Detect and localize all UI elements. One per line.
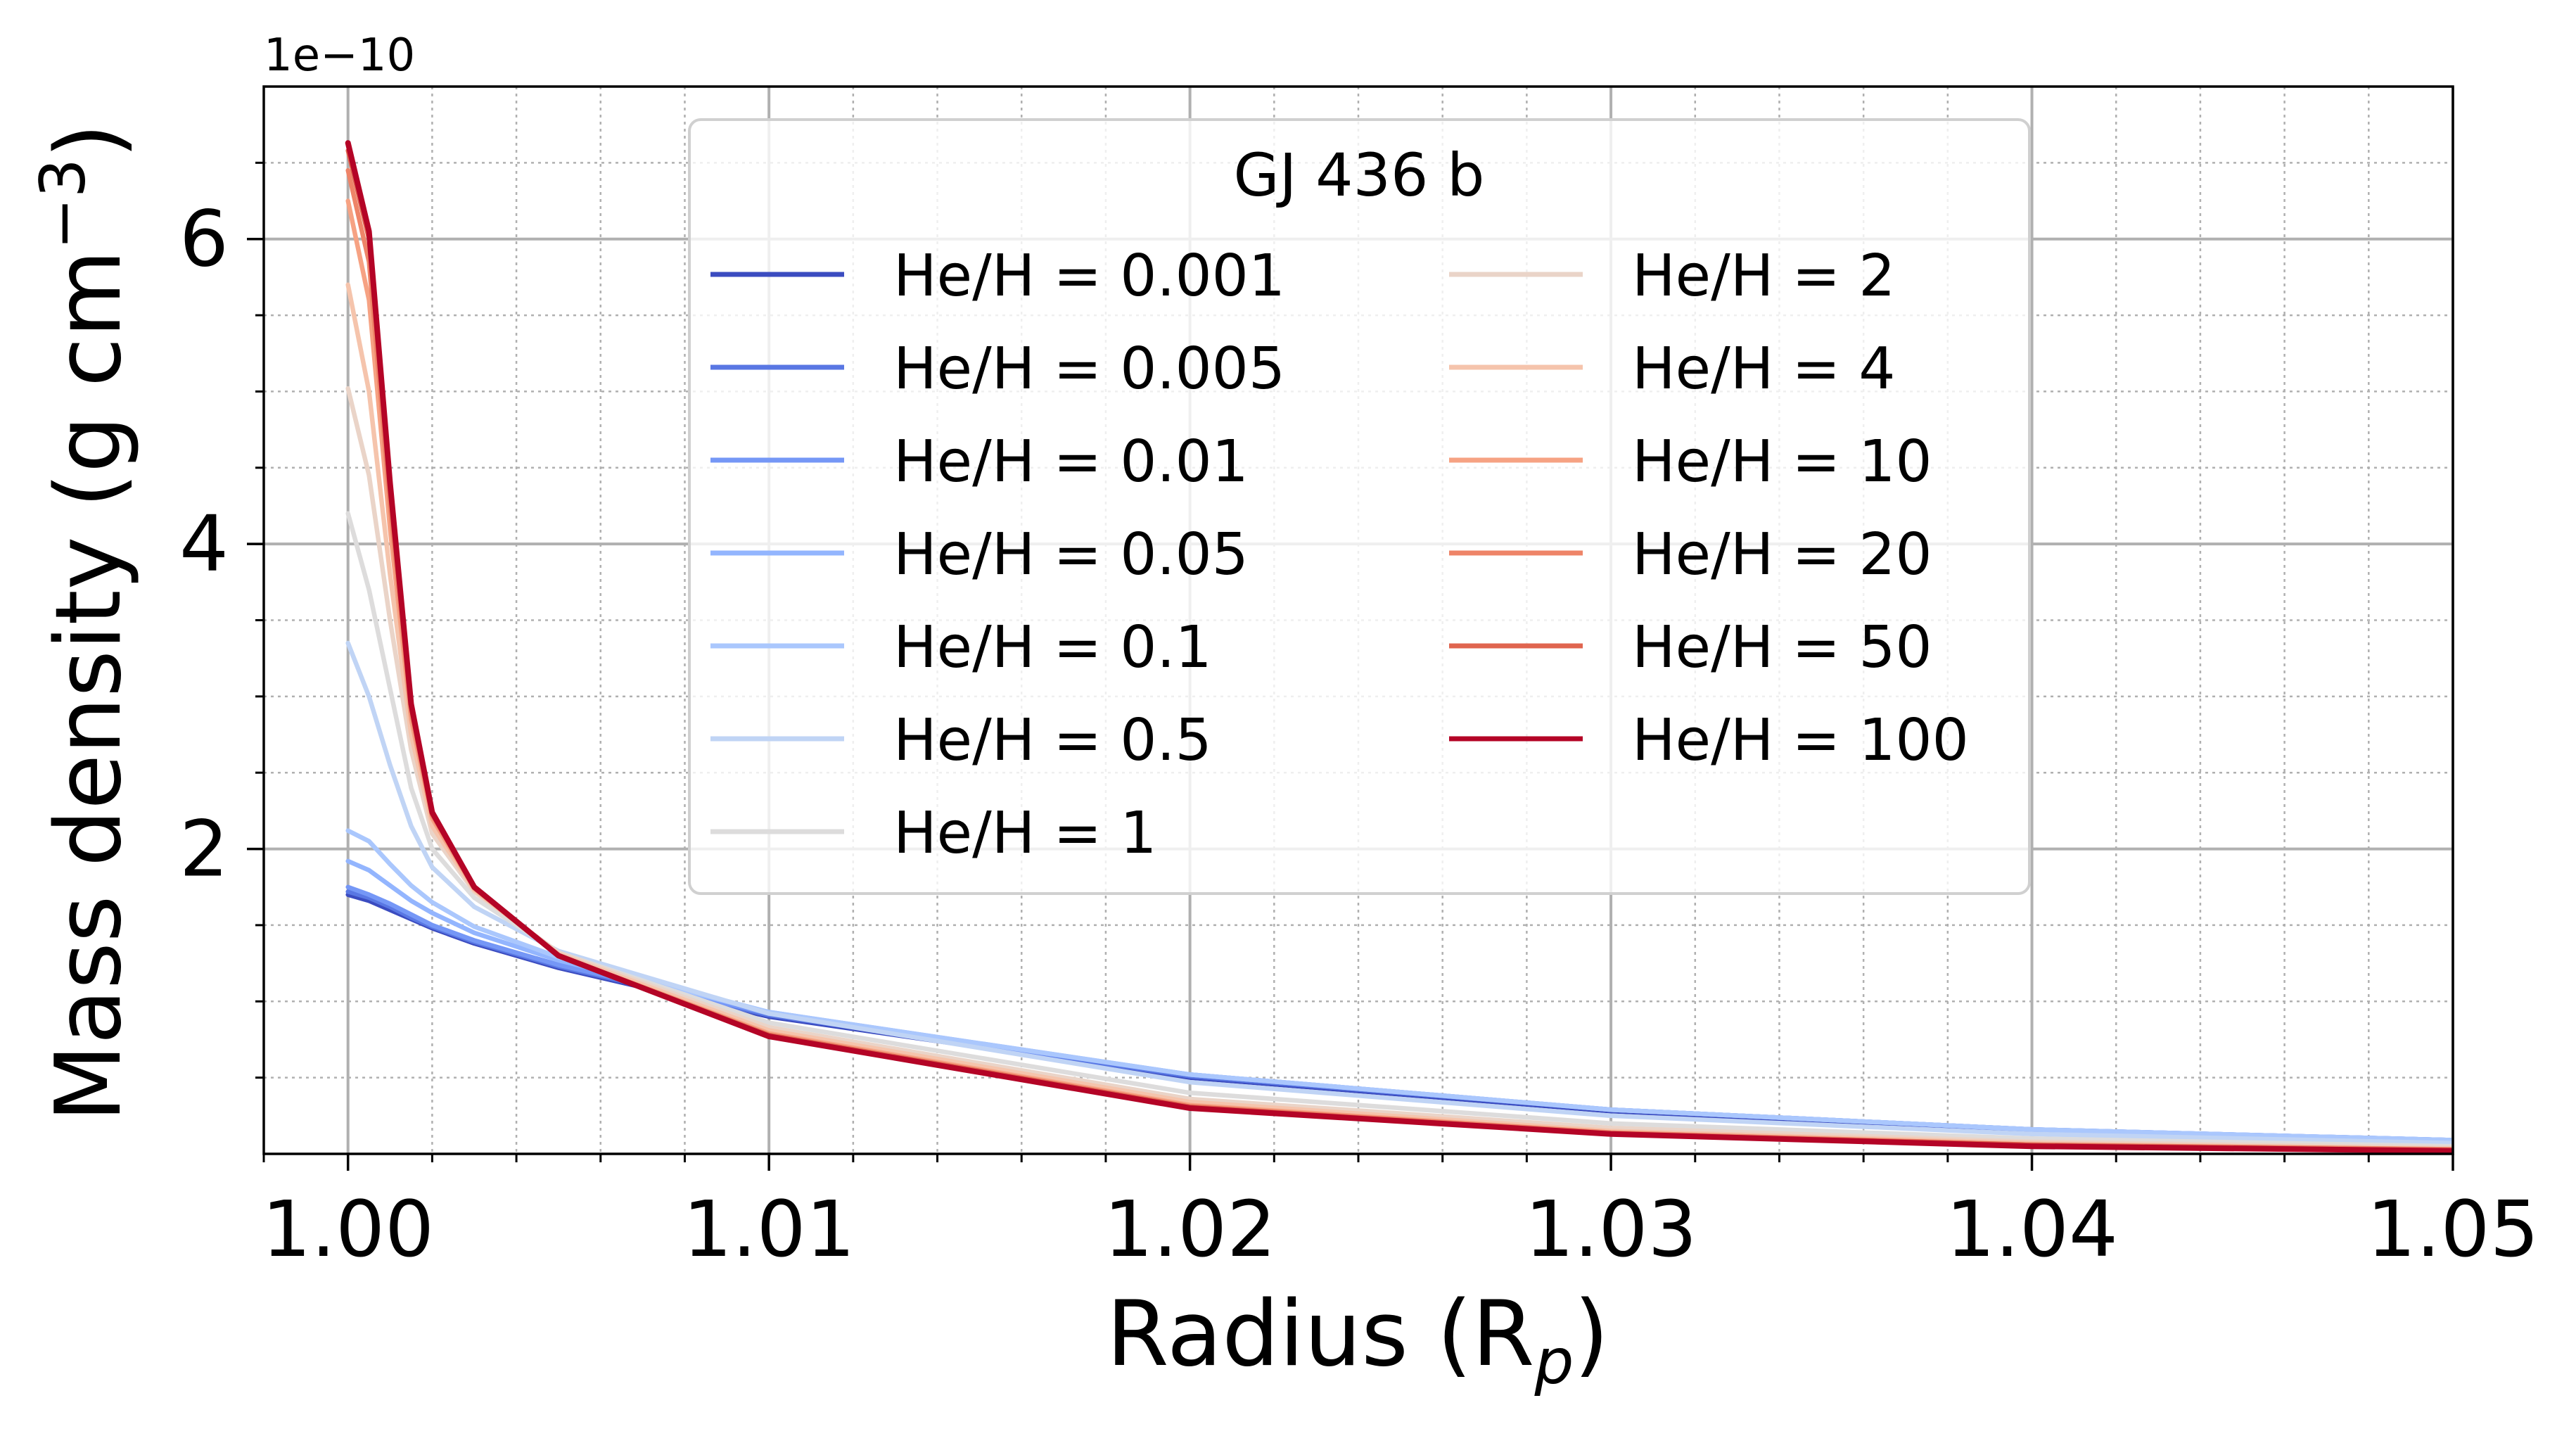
series-line (345, 640, 2453, 1146)
x-axis-label-subscript: p (1534, 1326, 1574, 1398)
legend-label: He/H = 10 (1632, 428, 1932, 495)
legend-label: He/H = 0.5 (893, 707, 1212, 774)
y-axis-label-end: ) (37, 123, 141, 158)
legend-label: He/H = 50 (1632, 614, 1932, 681)
y-axis-label: Mass density (g cm−3) (27, 123, 141, 1122)
x-tick-label: 1.00 (262, 1184, 434, 1274)
x-axis-label-end: ) (1574, 1282, 1609, 1387)
legend-label: He/H = 0.005 (893, 336, 1285, 402)
axis-ticks: 1.00 1.01 1.02 1.03 1.04 1.05 2 4 6 (179, 161, 2539, 1274)
legend-label: He/H = 20 (1632, 521, 1932, 588)
legend-title: GJ 436 b (1234, 141, 1485, 210)
legend-label: He/H = 1 (893, 800, 1156, 867)
x-tick-label: 1.03 (1525, 1184, 1697, 1274)
legend-label: He/H = 0.001 (893, 243, 1285, 310)
y-tick-label: 6 (179, 194, 229, 284)
y-tick-label: 4 (179, 499, 229, 589)
y-offset-text: 1e−10 (264, 30, 415, 82)
legend-label: He/H = 2 (1632, 243, 1895, 310)
legend-label: He/H = 0.1 (893, 614, 1212, 681)
x-tick-label: 1.01 (683, 1184, 855, 1274)
y-tick-label: 2 (179, 804, 229, 894)
x-axis-label: Radius (Rp) (1107, 1282, 1609, 1398)
x-tick-label: 1.05 (2367, 1184, 2539, 1274)
y-axis-label-superscript: −3 (27, 158, 99, 250)
legend-box (688, 118, 2031, 895)
legend-label: He/H = 0.01 (893, 428, 1249, 495)
series-line (345, 511, 2453, 1149)
y-axis-label-main: Mass density (g cm (37, 250, 141, 1122)
legend-entries: He/H = 0.001 He/H = 0.005 He/H = 0.01 He/H … (710, 243, 1969, 867)
x-tick-label: 1.02 (1104, 1184, 1276, 1274)
legend-label: He/H = 4 (1632, 336, 1895, 402)
x-tick-label: 1.04 (1946, 1184, 2118, 1274)
series-lines (345, 140, 2453, 1154)
x-axis-label-main: Radius (R (1107, 1282, 1535, 1387)
legend-label: He/H = 0.05 (893, 521, 1249, 588)
series-line (345, 140, 2453, 1154)
series-line (345, 828, 2453, 1143)
legend-label: He/H = 100 (1632, 707, 1969, 774)
